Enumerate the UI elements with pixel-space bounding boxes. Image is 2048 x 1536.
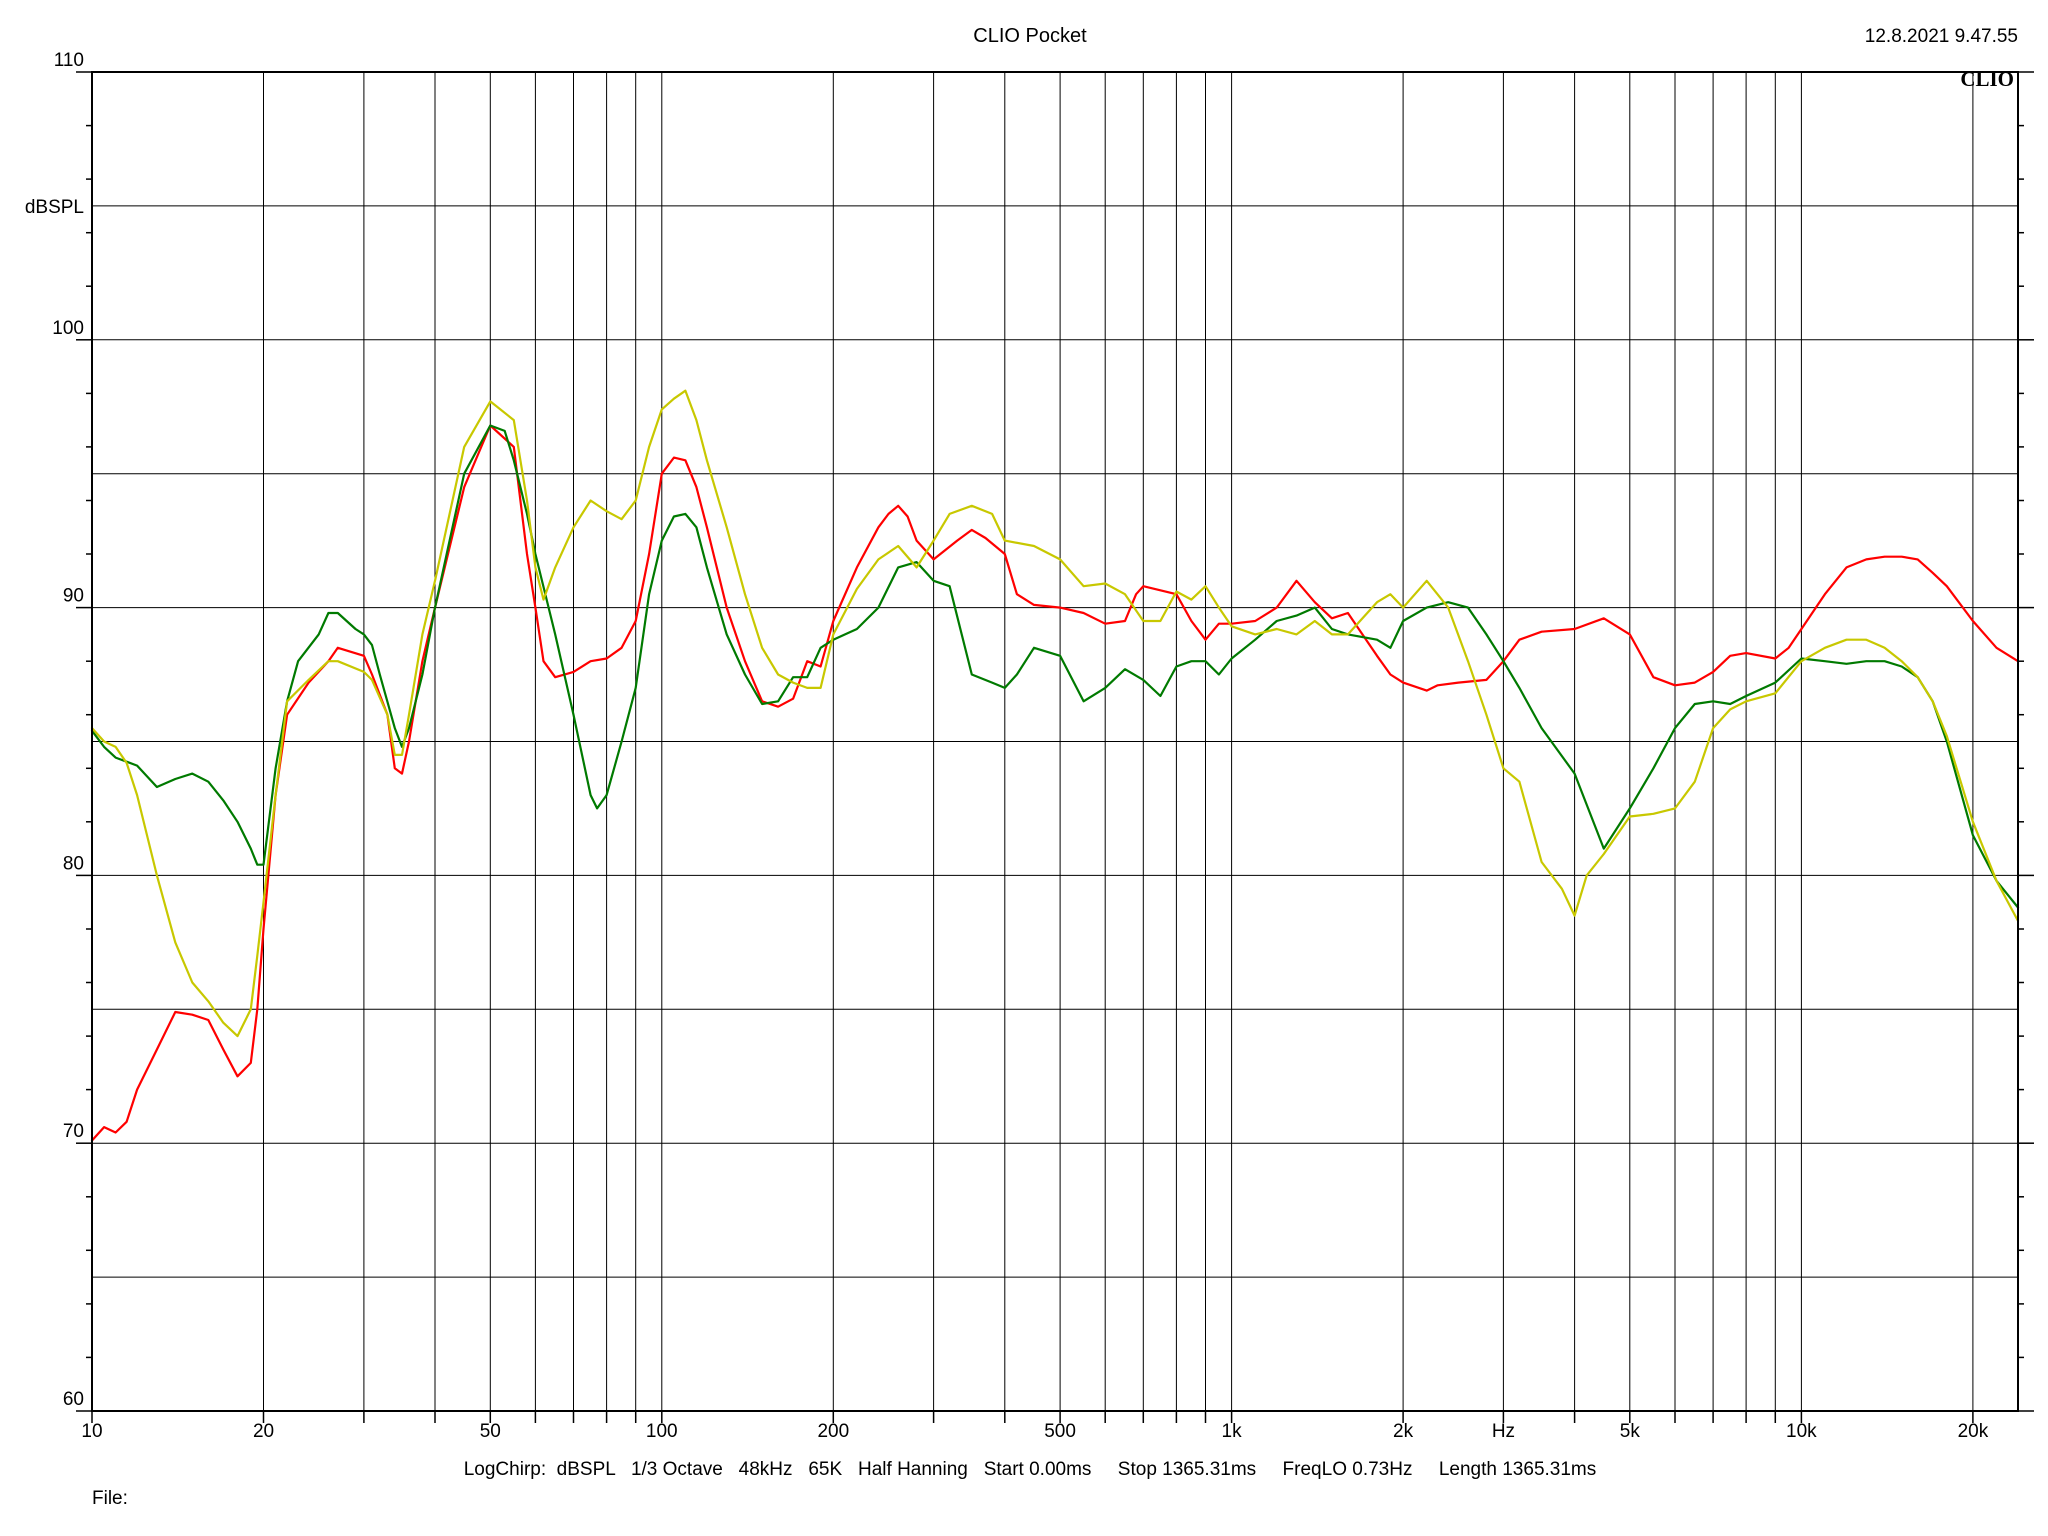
y-tick-label: 80 xyxy=(63,853,84,874)
x-tick-label: 100 xyxy=(646,1421,678,1442)
x-tick-label: 5k xyxy=(1620,1421,1641,1442)
series-line-2 xyxy=(90,424,2020,909)
y-axis-unit: dBSPL xyxy=(25,197,84,218)
axis-ticks: 60 70 80 90 100 110 dBSPL 10 20 50 100 200 500 1k 2k 5k… xyxy=(25,50,2034,1442)
y-tick-label: 60 xyxy=(63,1389,84,1410)
y-tick-label: 90 xyxy=(63,586,84,607)
plot-frame xyxy=(91,71,2019,1412)
x-tick-label: 2k xyxy=(1393,1421,1414,1442)
x-tick-label: 500 xyxy=(1044,1421,1076,1442)
file-label: File: xyxy=(92,1488,128,1509)
series-line-3 xyxy=(90,389,2020,1038)
x-tick-label: 20 xyxy=(253,1421,274,1442)
y-tick-label: 100 xyxy=(52,318,84,339)
x-tick-label: 20k xyxy=(1958,1421,1989,1442)
grid-lines xyxy=(92,72,2018,1411)
x-tick-label: 50 xyxy=(480,1421,501,1442)
chart-title: CLIO Pocket xyxy=(973,25,1087,47)
timestamp: 12.8.2021 9.47.55 xyxy=(1865,26,2018,47)
x-tick-label: 10 xyxy=(81,1421,102,1442)
x-tick-label: 1k xyxy=(1222,1421,1243,1442)
series-line-1 xyxy=(90,424,2020,1142)
y-tick-label: 70 xyxy=(63,1121,84,1142)
y-tick-label: 110 xyxy=(54,50,84,71)
series-layer xyxy=(90,389,2020,1142)
x-tick-label: 10k xyxy=(1786,1421,1817,1442)
measurement-settings: LogChirp: dBSPL 1/3 Octave 48kHz 65K Hal… xyxy=(464,1459,1597,1480)
x-tick-label: 200 xyxy=(817,1421,849,1442)
x-axis-unit: Hz xyxy=(1492,1421,1515,1442)
brand-logo: CLIO xyxy=(1960,67,2014,91)
